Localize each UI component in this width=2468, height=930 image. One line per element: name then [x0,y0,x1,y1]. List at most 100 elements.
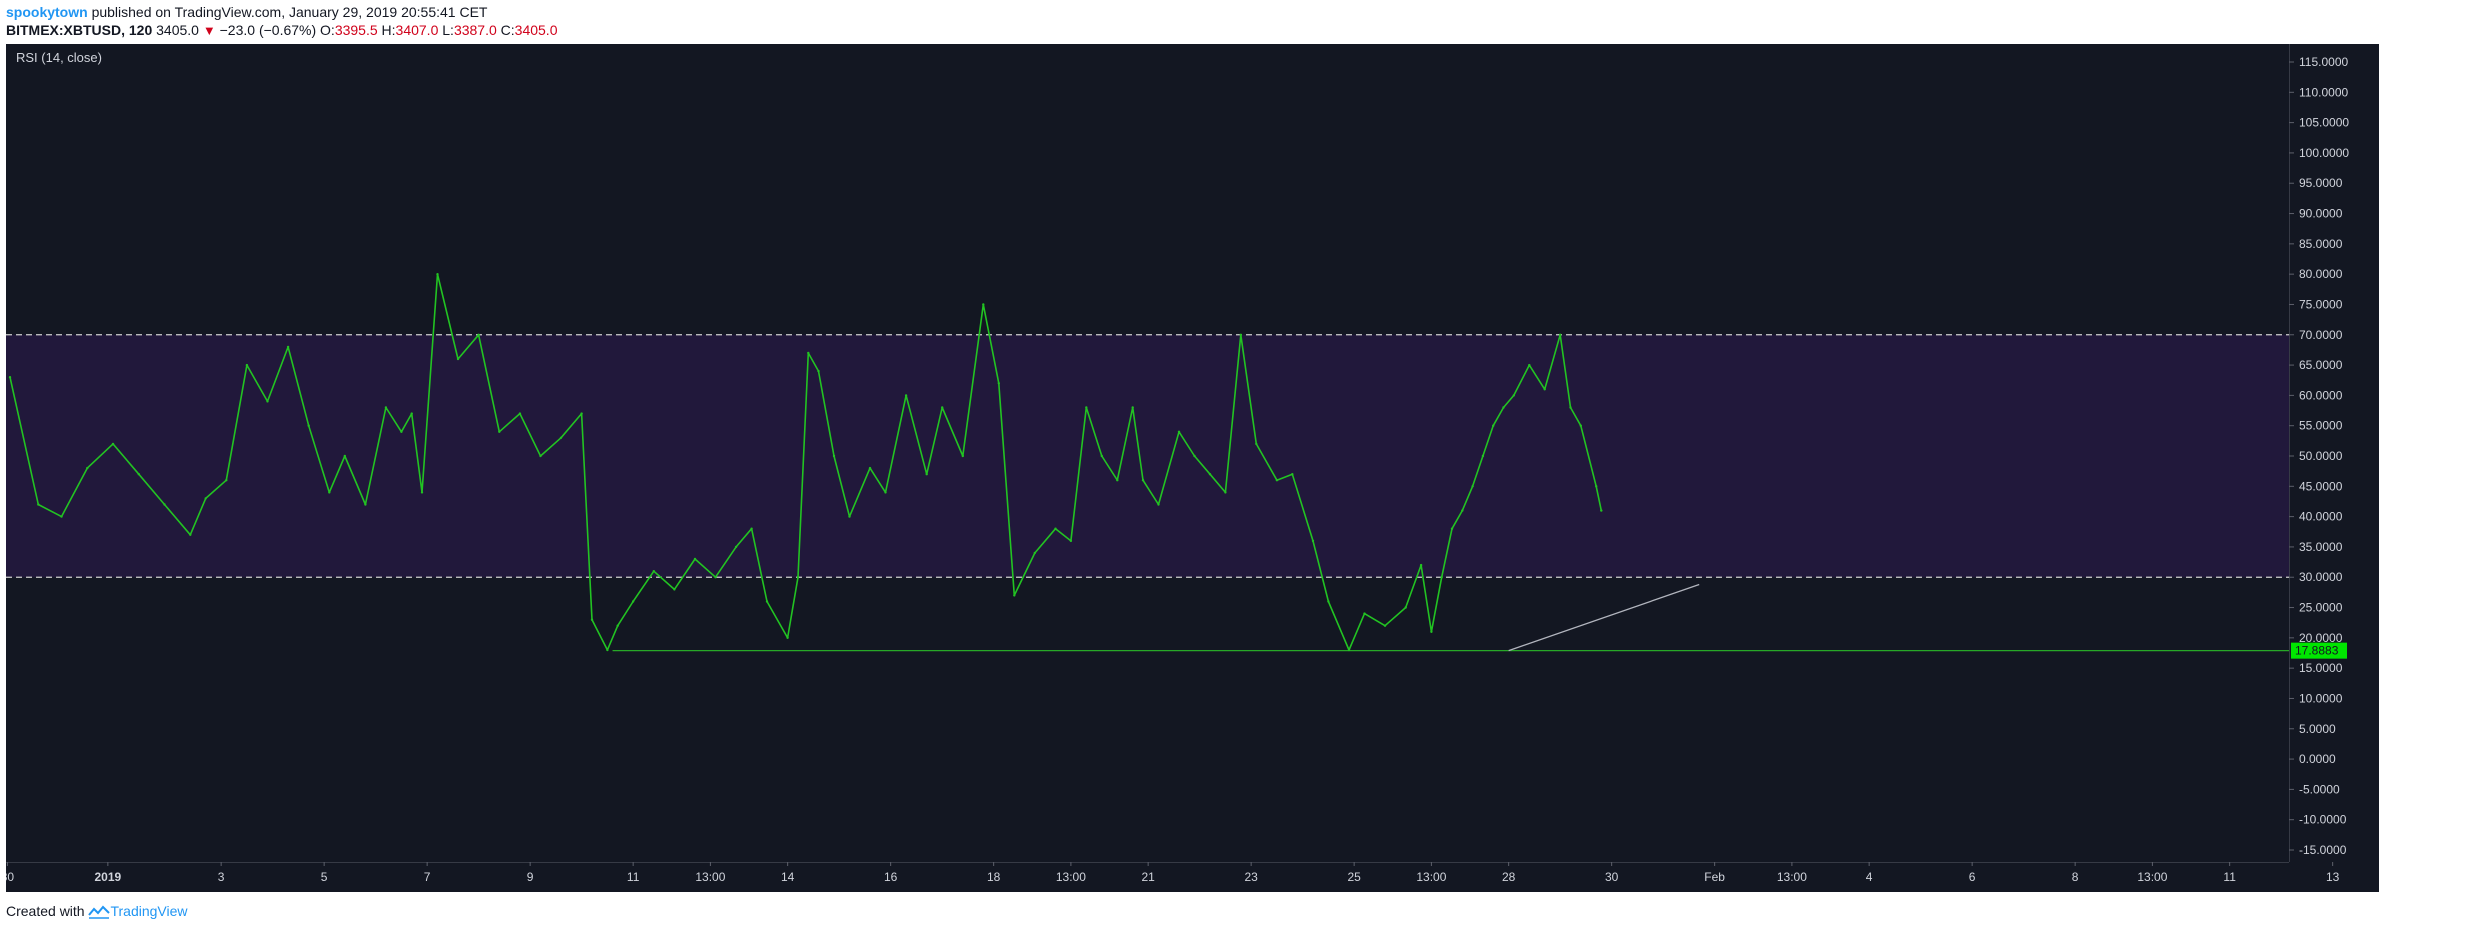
rsi-point [750,527,753,530]
y-tick-label: 55.0000 [2299,419,2343,433]
x-tick-label: 30 [1605,870,1619,884]
y-tick-label: 10.0000 [2299,691,2343,705]
rsi-point [807,351,810,355]
price-change: −23.0 (−0.67%) [219,22,317,38]
rsi-point [8,376,12,379]
x-tick-label: Feb [1704,870,1725,884]
rsi-point [1569,406,1572,409]
x-tick-label: 3 [218,870,225,884]
x-tick-label: 13:00 [1416,870,1446,884]
rsi-point [328,491,331,494]
rsi-point [961,454,964,458]
open-label: O: [320,22,335,38]
x-tick-label: 23 [1244,870,1258,884]
x-tick-label: 18 [987,870,1001,884]
author-link[interactable]: spookytown [6,4,88,20]
x-tick-label: 2019 [94,870,121,884]
rsi-point [1224,491,1227,494]
x-tick-label: 13 [2326,870,2340,884]
y-tick-label: 115.0000 [2299,55,2348,69]
rsi-chart-panel[interactable]: 115.0000 110.0000 105.0000 100.0000 95.0000 9… [6,44,2379,892]
rsi-point [477,333,480,336]
rsi-point [307,424,310,427]
rsi-point [590,618,594,621]
rsi-point [343,454,346,458]
rsi-point [37,503,40,506]
rsi-point [111,442,115,446]
close-value: 3405.0 [514,22,558,38]
y-tick-label: 45.0000 [2299,479,2343,493]
x-tick-label: 5 [321,870,328,884]
rsi-point [1069,539,1073,543]
rsi-point [1492,424,1495,427]
rsi-point [1595,485,1598,488]
rsi-point [518,412,522,415]
close-label: C: [500,22,515,38]
rsi-point [786,636,789,639]
ohlc-line: BITMEX:XBTUSD, 120 3405.0 ▼ −23.0 (−0.67… [6,20,557,41]
y-tick-label: 15.0000 [2299,661,2343,675]
y-tick-label: 75.0000 [2299,297,2343,311]
rsi-point [225,479,228,482]
footer: Created with TradingView [6,903,188,919]
rsi-point [1383,624,1387,627]
last-value-label: 17.8883 [2295,644,2339,658]
y-tick-label: 100.0000 [2299,146,2349,160]
rsi-point [286,345,290,349]
rsi-point [652,570,655,573]
y-tick-label: 20.0000 [2299,631,2343,645]
rsi-point [1543,388,1546,391]
rsi-point [436,273,439,276]
rsi-point [1239,333,1243,336]
rsi-point [1013,594,1016,597]
rsi-point [1440,576,1443,579]
rsi-point [925,473,928,476]
rsi-point [1419,563,1423,567]
x-tick-label: 14 [781,870,795,884]
rsi-point [1481,454,1485,458]
y-tick-label: 0.0000 [2299,752,2336,766]
rsi-point [539,454,542,458]
y-tick-label: 40.0000 [2299,510,2343,524]
x-tick-label: 13:00 [1056,870,1086,884]
rsi-point [1471,485,1474,488]
rsi-point [673,588,676,591]
y-tick-label: 90.0000 [2299,207,2343,221]
rsi-point [384,406,388,409]
x-tick-label: 16 [884,870,898,884]
rsi-point [1600,509,1603,512]
rsi-point [137,473,140,476]
rsi-point [941,406,944,409]
down-arrow-icon: ▼ [202,23,216,38]
rsi-point [693,557,697,561]
x-tick-label: 13:00 [695,870,725,884]
rsi-point [1177,430,1181,433]
rsi-point [400,430,403,433]
rsi-point [1275,479,1279,482]
publish-info: spookytown published on TradingView.com,… [6,2,487,22]
y-tick-label: 70.0000 [2299,328,2343,342]
rsi-point [1502,406,1505,409]
rsi-point [1461,509,1464,512]
high-label: H: [381,22,396,38]
low-label: L: [442,22,454,38]
x-tick-label: 28 [1502,870,1516,884]
y-tick-label: 35.0000 [2299,540,2343,554]
rsi-point [714,576,717,579]
rsi-point [616,624,619,627]
created-with-text: Created with [6,903,85,919]
rsi-point [734,545,738,549]
rsi-point [1208,473,1212,476]
high-value: 3407.0 [395,22,439,38]
rsi-point [1512,394,1516,397]
rsi-point [904,394,908,397]
x-tick-label: 11 [627,870,640,884]
x-tick-label: 25 [1347,870,1361,884]
rsi-point [1100,454,1104,458]
rsi-point [1404,606,1407,609]
rsi-chart[interactable]: 115.0000110.0000105.0000100.000095.00009… [6,44,2379,892]
rsi-point [1255,442,1258,446]
tradingview-brand-link[interactable]: TradingView [110,903,188,919]
last-price: 3405.0 [156,22,199,38]
x-tick-label: 11 [2223,870,2236,884]
